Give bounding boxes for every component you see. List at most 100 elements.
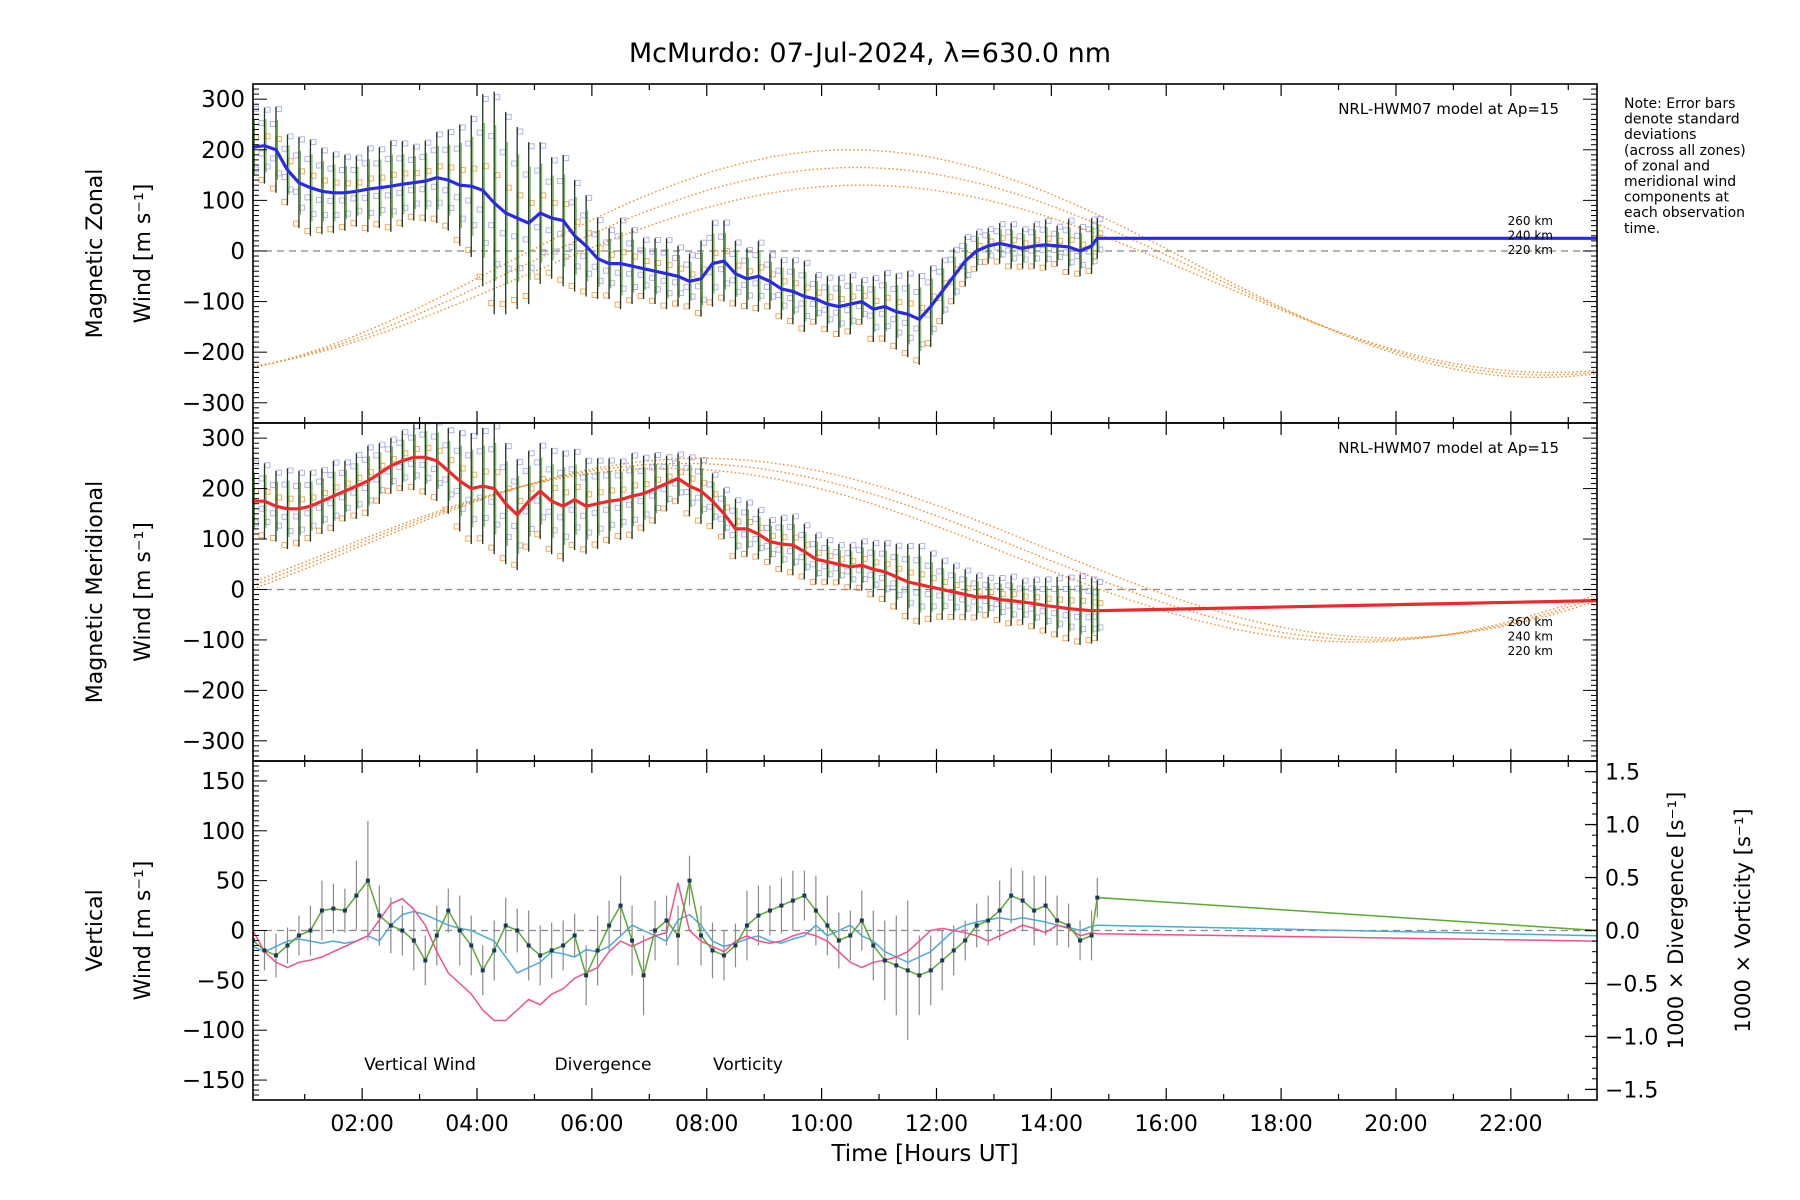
zone-sample: [361, 160, 368, 167]
zone-sample: [396, 463, 403, 470]
vertical-wind-point: [331, 906, 336, 911]
zone-sample: [1091, 634, 1098, 641]
zone-sample: [361, 194, 368, 201]
zone-sample: [695, 517, 701, 524]
zone-sample: [729, 507, 736, 514]
zone-sample: [551, 157, 558, 164]
zone-sample: [609, 457, 616, 464]
zone-sample: [792, 257, 799, 264]
zone-sample: [448, 129, 455, 136]
vertical-wind-point: [492, 948, 497, 953]
vertical-wind-point: [653, 928, 658, 933]
zone-sample: [321, 147, 328, 154]
zone-sample: [1016, 233, 1023, 240]
zone-sample: [878, 282, 885, 289]
zone-sample: [517, 459, 524, 466]
zone-sample: [511, 297, 518, 304]
zone-sample: [591, 509, 598, 516]
vertical-wind-point: [848, 933, 853, 938]
vertical-wind-point: [894, 963, 899, 968]
vertical-wind-point: [515, 928, 520, 933]
zone-sample: [253, 105, 259, 112]
zone-sample: [626, 297, 633, 304]
zone-sample: [781, 257, 788, 264]
zone-sample: [832, 579, 839, 586]
zone-sample: [580, 288, 587, 295]
zone-sample: [746, 499, 753, 506]
zone-sample: [425, 423, 432, 425]
zone-sample: [655, 236, 662, 243]
y-tick-label: 150: [201, 769, 245, 795]
zone-sample: [717, 495, 724, 502]
zone-sample: [809, 301, 816, 308]
zone-sample: [1080, 573, 1087, 580]
zone-sample: [907, 270, 914, 277]
zone-sample: [430, 433, 437, 440]
zone-sample: [465, 535, 472, 542]
x-tick-label: 20:00: [1364, 1112, 1427, 1137]
zone-sample: [953, 246, 960, 253]
zone-sample: [1091, 216, 1098, 223]
zone-sample: [913, 325, 920, 332]
y-tick-label: 0: [230, 577, 245, 603]
model-altitude-label: 260 km: [1508, 214, 1553, 228]
zone-sample: [511, 233, 518, 240]
zone-sample: [649, 517, 656, 524]
zone-sample: [855, 303, 862, 310]
zone-sample: [407, 187, 414, 194]
legend-entry: Vertical Wind: [364, 1055, 476, 1075]
vertical-wind-point: [928, 968, 933, 973]
zone-sample: [396, 219, 403, 226]
zone-sample: [488, 446, 495, 453]
vertical-wind-point: [963, 938, 968, 943]
zone-sample: [982, 581, 989, 588]
zone-sample: [407, 460, 414, 467]
zone-sample: [689, 454, 696, 461]
zone-sample: [1097, 216, 1104, 223]
zone-sample: [746, 246, 753, 253]
zone-sample: [752, 553, 759, 560]
zone-sample: [269, 185, 276, 192]
vorticity-axis-label: 1000 × Vorticity [s⁻¹]: [1731, 808, 1755, 1032]
vertical-wind-point: [423, 958, 428, 963]
zone-sample: [637, 293, 644, 300]
zone-sample: [1051, 585, 1058, 592]
zone-sample: [890, 342, 897, 349]
zone-sample: [614, 504, 621, 511]
vertical-wind-point: [940, 958, 945, 963]
zone-sample: [712, 471, 719, 478]
zone-sample: [356, 451, 363, 458]
zone-sample: [591, 541, 598, 548]
zone-sample: [786, 569, 793, 576]
zone-sample: [924, 279, 931, 286]
y-tick-label: −50: [196, 968, 245, 994]
vertical-wind-point: [411, 938, 416, 943]
zone-sample: [248, 474, 253, 479]
zone-sample: [809, 541, 816, 548]
zone-sample: [832, 549, 839, 556]
zone-sample: [338, 167, 345, 174]
vertical-wind-point: [1020, 898, 1025, 903]
zone-sample: [281, 542, 288, 549]
zone-sample: [890, 554, 897, 561]
plot-frame: [252, 83, 1598, 424]
vertical-wind-point: [1009, 893, 1014, 898]
zone-sample: [315, 162, 322, 169]
vertical-wind-point: [1078, 938, 1083, 943]
y-axis-label-line1: Magnetic Meridional: [83, 481, 108, 703]
zone-sample: [672, 498, 679, 505]
y-tick-label: 100: [201, 527, 245, 553]
zone-sample: [924, 615, 931, 622]
note-line: (across all zones): [1624, 143, 1746, 159]
zone-sample: [384, 224, 391, 231]
zone-sample: [269, 120, 276, 127]
x-tick-label: 02:00: [330, 1112, 393, 1137]
vertical-wind-point: [354, 893, 359, 898]
zone-sample: [304, 535, 311, 542]
vertical-wind-point: [549, 948, 554, 953]
zone-sample: [861, 538, 868, 545]
zone-sample: [338, 223, 345, 230]
zone-sample: [988, 226, 995, 233]
